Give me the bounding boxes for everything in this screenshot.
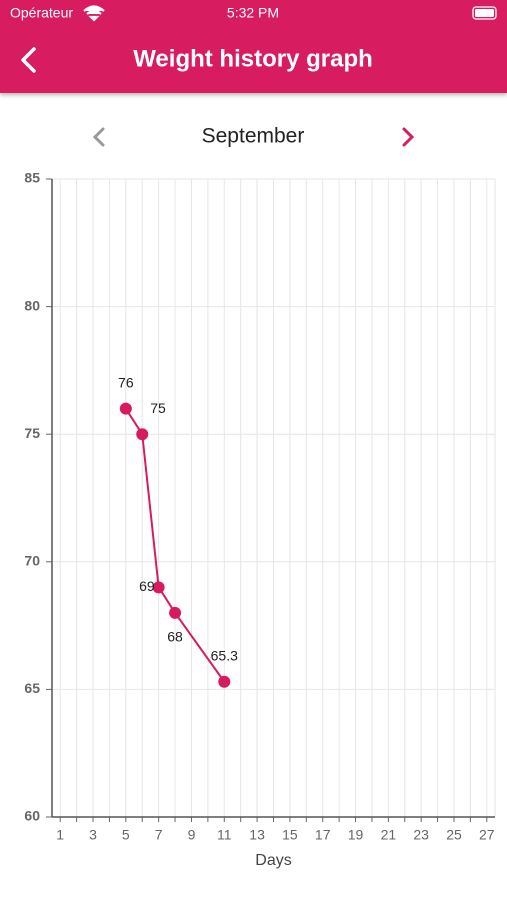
clock: 5:32 PM <box>227 5 279 21</box>
x-tick-label: 23 <box>413 827 429 843</box>
y-tick-label: 75 <box>24 425 40 441</box>
chart: 1 3 5 7 9 11 13 15 17 19 21 23 25 27606570758085Days7… <box>24 170 496 869</box>
y-tick-label: 65 <box>24 680 40 696</box>
x-tick-label: 11 <box>217 827 232 843</box>
data-point <box>136 428 149 441</box>
x-tick-label: 21 <box>381 827 397 843</box>
x-tick-label: 27 <box>479 827 495 843</box>
x-tick-label: 17 <box>315 827 331 843</box>
y-tick-label: 60 <box>24 808 40 824</box>
prev-month[interactable] <box>92 127 105 147</box>
x-tick-label: 19 <box>348 827 364 843</box>
data-label: 65.3 <box>211 647 238 663</box>
x-tick-label: 25 <box>446 827 462 843</box>
next-month[interactable] <box>402 127 415 147</box>
data-label: 75 <box>150 400 166 416</box>
app-bar <box>0 0 507 93</box>
carrier: Opérateur <box>10 5 73 21</box>
data-point <box>152 581 165 594</box>
data-label: 76 <box>118 374 134 390</box>
battery-level <box>475 9 494 17</box>
x-tick-label: 15 <box>282 827 298 843</box>
back-button[interactable] <box>21 47 36 73</box>
x-tick-label: 13 <box>249 827 265 843</box>
wifi-icon <box>83 5 105 22</box>
x-tick-label: 7 <box>155 827 163 843</box>
x-tick-label: 5 <box>122 827 130 843</box>
x-tick-label: 3 <box>89 827 97 843</box>
y-tick-label: 80 <box>24 297 40 313</box>
data-point <box>169 606 182 619</box>
data-point <box>119 402 132 415</box>
battery-icon <box>472 6 497 20</box>
x-tick-label: 9 <box>188 827 196 843</box>
y-tick-label: 70 <box>24 553 40 569</box>
x-axis-label: Days <box>255 852 291 869</box>
x-tick-label: 1 <box>56 827 64 843</box>
header-title: Weight history graph <box>133 45 373 72</box>
month-label: September <box>202 125 305 148</box>
y-tick-label: 85 <box>24 170 40 186</box>
data-label: 69 <box>139 578 155 594</box>
data-label: 68 <box>167 629 183 645</box>
data-point <box>218 675 231 688</box>
